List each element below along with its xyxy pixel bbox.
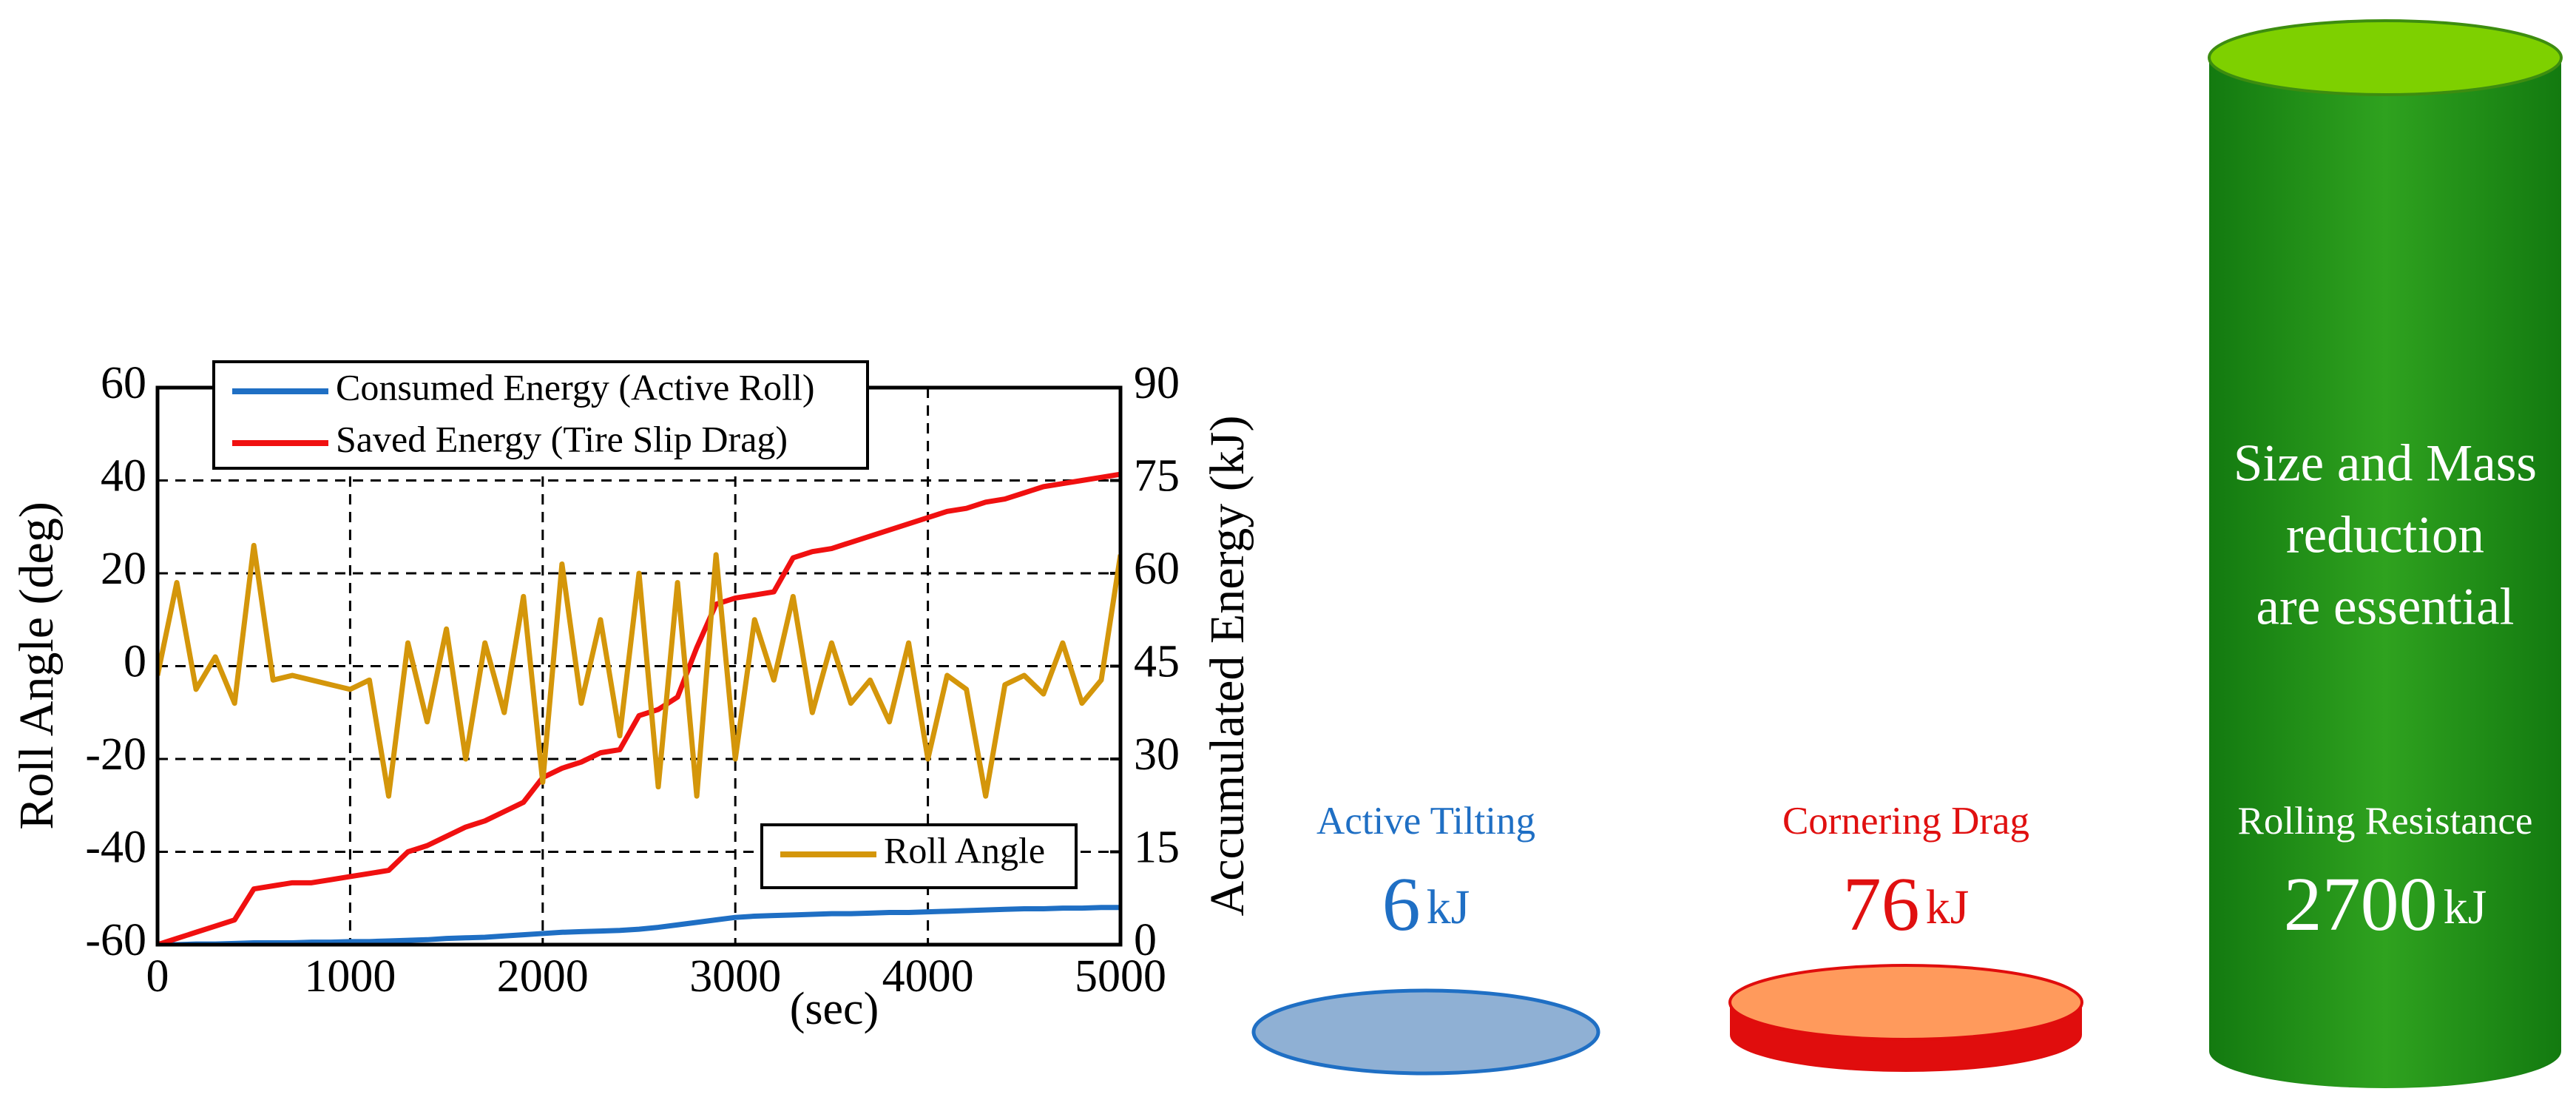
series-line: [158, 471, 1120, 945]
y-tick-label: -40: [85, 823, 146, 873]
x-tick-label: 5000: [1075, 951, 1166, 1002]
item-label: Cornering Drag: [1782, 800, 2029, 843]
y-tick-label: 0: [124, 637, 146, 687]
y2-tick-label: 0: [1134, 915, 1157, 965]
x-tick-label: 1000: [304, 951, 396, 1002]
legend-label: Consumed Energy (Active Roll): [336, 366, 815, 408]
y-tick-label: -20: [85, 729, 146, 780]
series-line: [158, 905, 1120, 945]
value-number: 6: [1382, 862, 1421, 947]
y2-axis-label: Accumulated Energy (kJ): [1200, 416, 1254, 917]
y2-tick-label: 15: [1134, 823, 1180, 873]
y2-tick-label: 90: [1134, 358, 1180, 408]
value-unit: kJ: [2444, 880, 2487, 934]
y2-tick-label: 30: [1134, 729, 1180, 780]
item-label: Rolling Resistance: [2238, 800, 2533, 843]
note-line: Size and Mass: [2234, 434, 2537, 492]
y2-tick-label: 45: [1134, 637, 1180, 687]
disk-top: [1251, 988, 1600, 1076]
x-axis-label: (sec): [790, 984, 879, 1034]
x-tick-label: 4000: [882, 951, 974, 1002]
value-unit: kJ: [1926, 880, 1970, 934]
y2-tick-label: 60: [1134, 544, 1180, 594]
note-line: are essential: [2256, 578, 2515, 635]
y-tick-label: 40: [101, 451, 146, 502]
x-tick-label: 3000: [689, 951, 781, 1002]
value-number: 2700: [2284, 862, 2438, 947]
note-line: reduction: [2286, 506, 2484, 564]
legend-box: [212, 360, 869, 470]
item-value: 6 kJ: [1382, 862, 1470, 947]
disk-top: [1728, 964, 2083, 1041]
series-line: [158, 542, 1120, 799]
item-value: 76 kJ: [1843, 862, 1970, 947]
x-tick-label: 0: [146, 951, 169, 1002]
item-label: Active Tilting: [1316, 800, 1535, 843]
legend-label: Roll Angle: [884, 829, 1045, 871]
y-tick-label: -60: [85, 915, 146, 965]
value-unit: kJ: [1427, 880, 1470, 934]
y-tick-label: 60: [101, 358, 146, 408]
x-tick-label: 2000: [497, 951, 589, 1002]
cylinder-top: [2208, 19, 2563, 96]
y-axis-label: Roll Angle (deg): [10, 502, 64, 830]
legend-label: Saved Energy (Tire Slip Drag): [336, 418, 788, 459]
value-number: 76: [1843, 862, 1920, 947]
cylinder-body: [2209, 58, 2561, 1088]
item-value: 2700 kJ: [2284, 862, 2487, 947]
y-tick-label: 20: [101, 544, 146, 594]
y2-tick-label: 75: [1134, 451, 1180, 502]
plot-lines: [158, 471, 1120, 945]
